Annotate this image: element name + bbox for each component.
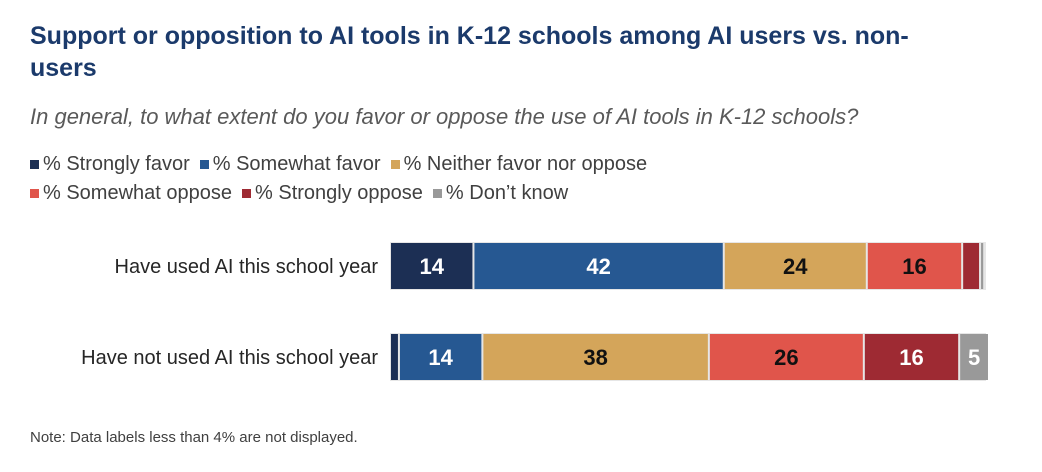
bar-segment (709, 334, 863, 380)
legend-row: % Strongly favor % Somewhat favor % Neithe… (30, 150, 790, 179)
chart-subtitle: In general, to what extent do you favor … (30, 104, 859, 129)
data-label: 5 (968, 345, 980, 370)
bar-segment (981, 243, 984, 289)
legend-label: % Somewhat oppose (43, 182, 233, 204)
bar-segment (867, 243, 962, 289)
bar-segment (960, 334, 988, 380)
data-label: 16 (899, 345, 923, 370)
data-label: 42 (586, 254, 610, 279)
bar-segment (864, 334, 959, 380)
data-label: 16 (902, 254, 926, 279)
legend-swatch (390, 160, 400, 169)
chart-note: Note: Data labels less than 4% are not d… (30, 429, 358, 446)
legend-swatch (432, 189, 442, 198)
legend: % Strongly favor % Somewhat favor % Neithe… (30, 150, 790, 208)
legend-label: % Strongly oppose (255, 182, 423, 204)
legend-item: % Strongly favor (30, 153, 190, 176)
stacked-bar-chart: Have used AI this school year 14 42 24 16 Hav… (81, 242, 988, 381)
legend-swatch (30, 189, 39, 198)
bar-segment (474, 243, 723, 289)
legend-label: % Neither favor nor oppose (403, 153, 648, 175)
data-label: 24 (783, 254, 808, 279)
category-label: Have not used AI this school year (81, 347, 378, 369)
legend-item: % Strongly oppose (242, 182, 423, 205)
bar-segment (399, 334, 482, 380)
legend-item: % Somewhat favor (199, 153, 381, 176)
data-label: 26 (774, 345, 798, 370)
bar-segment (963, 243, 980, 289)
bar-segment (391, 243, 473, 289)
legend-swatch (242, 189, 252, 198)
legend-swatch (199, 160, 209, 169)
legend-swatch (30, 160, 39, 169)
data-label: 14 (419, 254, 444, 279)
legend-label: % Don’t know (445, 182, 569, 204)
category-label: Have used AI this school year (115, 256, 379, 278)
legend-item: % Don’t know (432, 182, 569, 205)
data-label: 14 (428, 345, 453, 370)
legend-item: % Neither favor nor oppose (390, 153, 648, 176)
legend-row: % Somewhat oppose % Strongly oppose % Don’… (30, 179, 790, 208)
bar-segment (724, 243, 866, 289)
data-label: 38 (583, 345, 607, 370)
bar-segment (391, 334, 398, 380)
legend-label: % Strongly favor (43, 153, 190, 175)
legend-label: % Somewhat favor (212, 153, 381, 175)
chart-title: Support or opposition to AI tools in K-1… (30, 22, 909, 82)
legend-item: % Somewhat oppose (30, 182, 232, 205)
bar-segment (483, 334, 708, 380)
